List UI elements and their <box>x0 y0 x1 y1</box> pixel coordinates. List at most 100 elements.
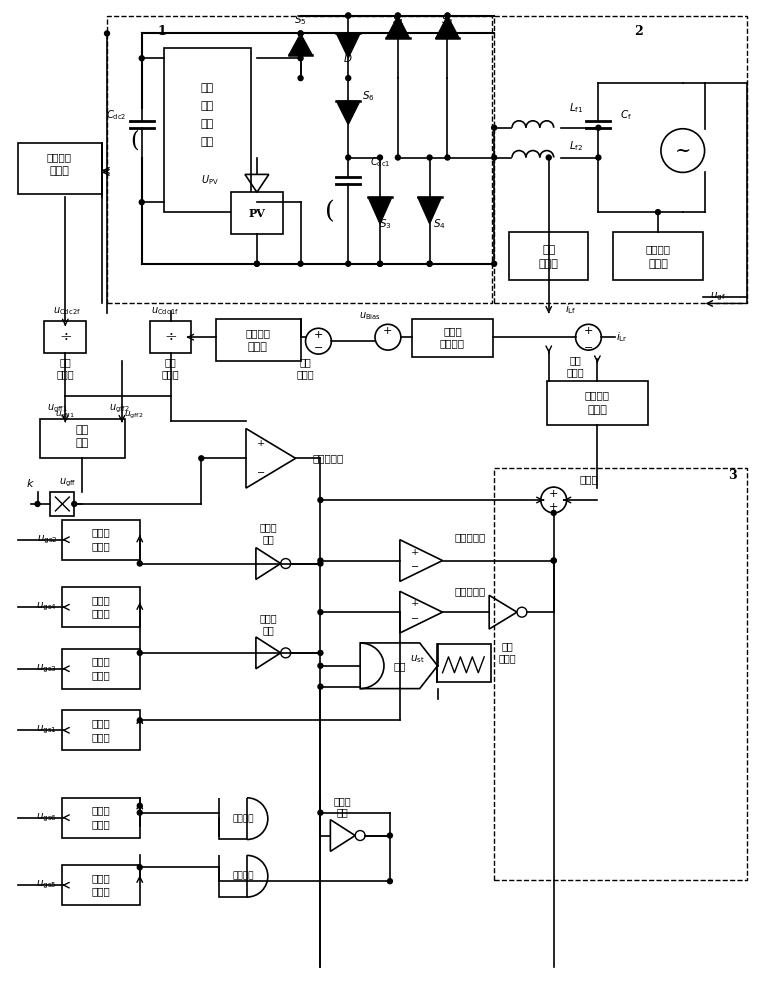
Circle shape <box>547 155 551 160</box>
Circle shape <box>255 261 259 266</box>
Circle shape <box>377 261 383 266</box>
Text: 2: 2 <box>634 25 643 38</box>
Bar <box>437 644 491 682</box>
Circle shape <box>551 558 556 563</box>
Circle shape <box>492 155 496 160</box>
Text: 动电路: 动电路 <box>92 610 111 619</box>
Text: 除法器: 除法器 <box>161 370 180 379</box>
Circle shape <box>318 610 323 615</box>
Text: 反相器: 反相器 <box>334 797 351 806</box>
Text: +: + <box>411 548 419 557</box>
Text: 第三驱: 第三驱 <box>92 657 111 666</box>
Text: −: − <box>584 343 594 353</box>
Text: $u_{\rm gf}$: $u_{\rm gf}$ <box>709 290 725 303</box>
Circle shape <box>428 261 432 266</box>
Text: 第二: 第二 <box>59 359 71 368</box>
Circle shape <box>445 155 450 160</box>
Text: 第二比较器: 第二比较器 <box>455 533 486 542</box>
Text: +: + <box>257 439 265 448</box>
Circle shape <box>492 261 496 266</box>
Circle shape <box>346 13 351 18</box>
Text: 第二与门: 第二与门 <box>232 872 254 881</box>
Text: $u_{\rm gff}$: $u_{\rm gff}$ <box>58 477 76 489</box>
Circle shape <box>318 663 323 668</box>
Bar <box>494 468 747 880</box>
Text: $C_{\rm dc2}$: $C_{\rm dc2}$ <box>106 108 127 122</box>
Circle shape <box>396 155 400 160</box>
Text: 第二驱: 第二驱 <box>92 528 111 537</box>
Circle shape <box>35 501 40 506</box>
Text: $u_{\rm gff1}$: $u_{\rm gff1}$ <box>47 402 67 415</box>
Circle shape <box>72 501 77 506</box>
Circle shape <box>551 558 556 563</box>
Bar <box>509 232 588 280</box>
Text: 3: 3 <box>728 469 737 482</box>
Text: 功率: 功率 <box>201 101 214 111</box>
Text: 动电路: 动电路 <box>92 671 111 680</box>
Circle shape <box>298 76 303 81</box>
Text: 第一: 第一 <box>570 357 581 366</box>
Bar <box>17 143 102 194</box>
Polygon shape <box>337 33 360 58</box>
Text: 电感电流: 电感电流 <box>585 391 610 400</box>
Text: +: + <box>411 599 419 608</box>
Bar <box>51 492 74 516</box>
Polygon shape <box>386 16 410 38</box>
Circle shape <box>137 803 143 808</box>
Text: 直流: 直流 <box>201 83 214 93</box>
Text: 第四驱: 第四驱 <box>92 596 111 605</box>
Circle shape <box>387 879 393 884</box>
Circle shape <box>137 865 143 870</box>
Text: 动电路: 动电路 <box>92 888 111 897</box>
Text: 第一驱: 第一驱 <box>92 719 111 728</box>
Circle shape <box>656 210 660 215</box>
Text: $k$: $k$ <box>27 477 35 489</box>
Text: +: + <box>584 326 594 336</box>
Text: 除法器: 除法器 <box>57 370 74 379</box>
Text: +: + <box>384 326 393 336</box>
Text: 第三: 第三 <box>263 627 274 636</box>
Text: $u_{\rm gs5}$: $u_{\rm gs5}$ <box>36 879 58 891</box>
Text: −: − <box>411 563 419 572</box>
Text: $u_{\rm st}$: $u_{\rm st}$ <box>409 653 424 665</box>
Bar <box>107 16 492 303</box>
Text: $u_{\rm gs2}$: $u_{\rm gs2}$ <box>36 534 58 546</box>
Circle shape <box>137 561 143 566</box>
Text: $u_{\rm gs3}$: $u_{\rm gs3}$ <box>36 663 58 675</box>
Text: 减法器: 减法器 <box>296 370 315 379</box>
Bar <box>62 649 139 689</box>
Text: 减法器: 减法器 <box>567 368 584 377</box>
Text: 传感器: 传感器 <box>648 259 668 269</box>
Text: +: + <box>549 502 559 512</box>
Text: 计算电路: 计算电路 <box>440 340 465 349</box>
Text: 传感器: 传感器 <box>539 259 559 269</box>
Circle shape <box>139 200 144 205</box>
Text: 1: 1 <box>157 25 166 38</box>
Text: 第二: 第二 <box>299 359 312 368</box>
Bar <box>62 798 139 838</box>
Circle shape <box>318 561 323 566</box>
Text: $S_3$: $S_3$ <box>379 217 391 231</box>
Bar <box>45 321 86 353</box>
Circle shape <box>387 833 393 838</box>
Text: 第一: 第一 <box>164 359 177 368</box>
Circle shape <box>377 261 383 266</box>
Circle shape <box>298 56 303 61</box>
Bar <box>62 587 139 627</box>
Text: −: − <box>411 615 419 624</box>
Text: (: ( <box>130 130 139 152</box>
Text: $U_{\rm PV}$: $U_{\rm PV}$ <box>202 173 219 187</box>
Circle shape <box>428 155 432 160</box>
Circle shape <box>318 684 323 689</box>
Circle shape <box>318 650 323 655</box>
Text: 第一比较器: 第一比较器 <box>312 454 343 463</box>
Text: +: + <box>314 330 323 340</box>
Text: $u_{\rm gs6}$: $u_{\rm gs6}$ <box>36 811 58 824</box>
Text: 反相器: 反相器 <box>498 654 516 663</box>
Circle shape <box>445 13 450 18</box>
Text: $i_{\rm Lf}$: $i_{\rm Lf}$ <box>565 303 576 316</box>
Text: 第一与门: 第一与门 <box>232 814 254 823</box>
Polygon shape <box>289 33 312 55</box>
Text: $u_{\rm Bias}$: $u_{\rm Bias}$ <box>359 310 381 322</box>
Text: −: − <box>257 469 265 478</box>
